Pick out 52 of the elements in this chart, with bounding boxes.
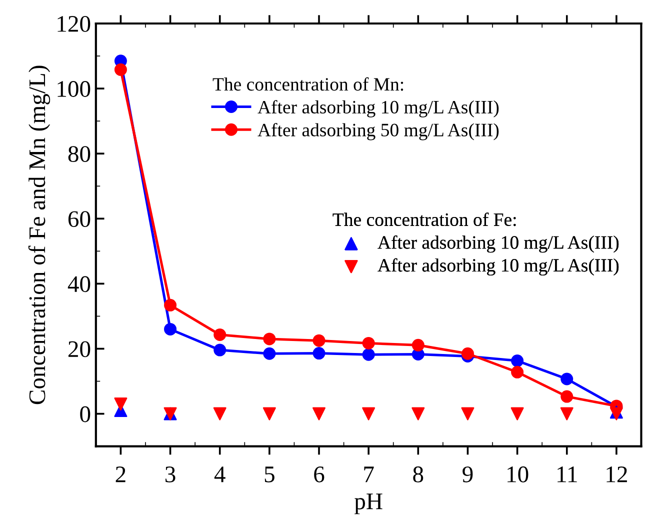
point (114, 398, 128, 411)
y-tick-label: 100 (58, 81, 90, 97)
point (263, 332, 276, 346)
annotation: The concentration of Fe: (332, 212, 516, 226)
point (164, 322, 177, 336)
point (560, 407, 574, 420)
point (164, 298, 177, 312)
y-tick-label: 20 (68, 341, 90, 358)
point (214, 344, 226, 356)
point (213, 407, 226, 420)
legend-label: After adsorbing 10 mg/L As(III) (258, 100, 499, 118)
point (511, 366, 524, 378)
x-tick-label: 7 (364, 466, 374, 482)
x-tick-label: 4 (214, 466, 226, 482)
point (560, 390, 574, 403)
y-tick-label: 0 (80, 406, 90, 422)
x-tick-label: 3 (166, 466, 176, 482)
point (362, 336, 375, 350)
x-tick-label: 5 (264, 466, 274, 482)
legend-label: After adsorbing 10 mg/L As(III) (378, 235, 619, 253)
point (511, 354, 524, 368)
x-tick-label: 11 (558, 466, 577, 482)
point (312, 407, 326, 420)
legend-label: After adsorbing 10 mg/L As(III) (378, 258, 619, 276)
y-tick-label: 60 (68, 211, 90, 228)
x-tick-label: 12 (606, 466, 627, 482)
y-tick-label: 40 (68, 276, 90, 292)
point (362, 348, 375, 361)
x-tick-label: 9 (462, 466, 473, 482)
point (114, 63, 127, 76)
point (510, 407, 524, 420)
x-tick-label: 2 (116, 466, 126, 482)
x-axis-title: pH (354, 494, 382, 514)
legend-label: After adsorbing 50 mg/L As(III) (258, 123, 499, 140)
point (263, 347, 276, 360)
point (262, 407, 276, 420)
point (412, 338, 424, 352)
point (560, 372, 574, 386)
x-tick-label: 8 (413, 466, 424, 482)
point (412, 407, 425, 420)
annotation: The concentration of Mn: (212, 77, 404, 91)
point (312, 334, 326, 347)
point (461, 347, 474, 360)
point (312, 347, 326, 360)
point (362, 407, 376, 420)
point (214, 328, 226, 341)
y-tick-label: 120 (58, 16, 90, 32)
y-tick-label: 80 (68, 146, 90, 162)
y-axis-title: Concentration of Fe and Mn (mg/L) (28, 66, 50, 404)
x-tick-label: 10 (508, 466, 528, 482)
point (461, 407, 474, 420)
x-tick-label: 6 (314, 466, 324, 482)
